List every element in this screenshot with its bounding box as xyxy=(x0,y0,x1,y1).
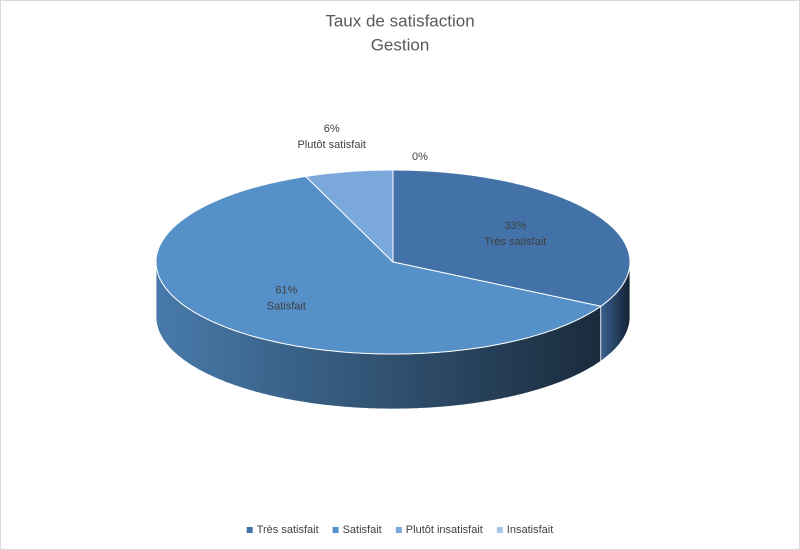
slice xyxy=(304,169,394,264)
legend-swatch xyxy=(246,527,253,533)
slice xyxy=(155,175,602,355)
legend-item: Très satisfait xyxy=(246,524,319,536)
slice xyxy=(392,169,631,307)
data-label: 61% xyxy=(275,284,297,296)
data-label: 33% xyxy=(504,220,526,232)
chart-title: Taux de satisfaction xyxy=(325,11,474,30)
data-label: 0% xyxy=(412,151,428,163)
legend-label: Satisfait xyxy=(343,524,382,536)
legend-swatch xyxy=(496,527,503,533)
data-label-category: Très satisfait xyxy=(484,236,546,248)
data-label-category: Satisfait xyxy=(267,300,306,312)
legend-item: Plutôt insatisfait xyxy=(395,524,483,536)
legend-label: Très satisfait xyxy=(257,524,319,536)
legend-label: Insatisfait xyxy=(507,524,553,536)
data-label: 6% xyxy=(324,123,340,135)
legend-swatch xyxy=(395,527,402,533)
legend-label: Plutôt insatisfait xyxy=(406,524,483,536)
legend-item: Satisfait xyxy=(332,524,382,536)
chart-subtitle: Gestion xyxy=(371,35,430,54)
legend-item: Insatisfait xyxy=(496,524,553,536)
data-label-category: Plutôt satisfait xyxy=(297,139,365,151)
legend-swatch xyxy=(332,527,339,533)
